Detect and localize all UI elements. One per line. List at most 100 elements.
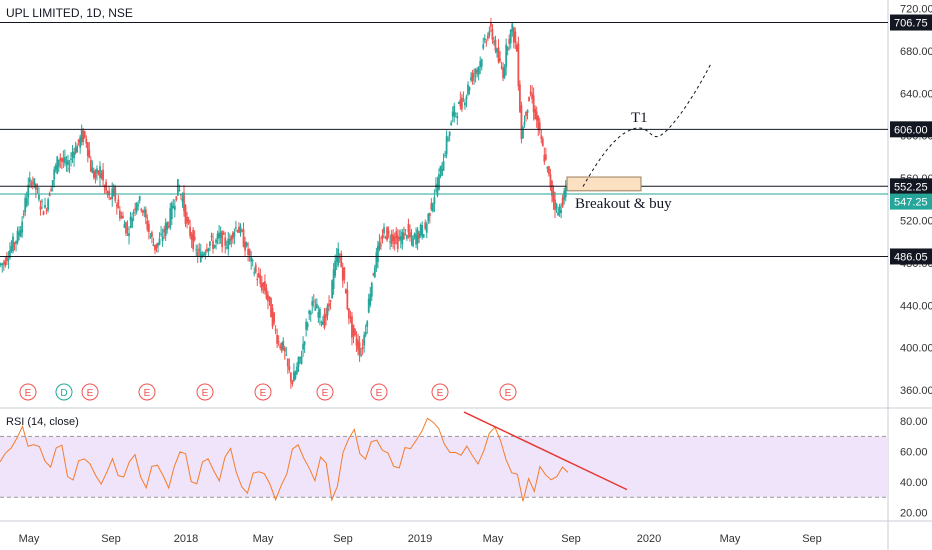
candle-body (21, 221, 24, 233)
candle-body (245, 242, 248, 246)
candle-body (386, 227, 388, 241)
candle-body (425, 223, 428, 233)
candle-body (392, 235, 395, 241)
rsi-tick-label: 20.00 (900, 507, 928, 519)
level-tag (890, 121, 932, 138)
candle-body (343, 267, 346, 280)
candle-body (187, 218, 190, 224)
level-tag (890, 14, 932, 31)
rsi-tick-label: 60.00 (900, 447, 928, 459)
candle-body (543, 154, 546, 162)
candle-body (493, 41, 495, 43)
candle-body (380, 244, 382, 246)
candle-body (448, 131, 451, 136)
event-circle (196, 383, 214, 401)
candle-body (514, 31, 517, 43)
candle-body (476, 70, 479, 73)
candle-body (389, 241, 392, 243)
rsi-tick-label: 40.00 (900, 477, 928, 489)
candle-body (259, 275, 262, 285)
candle-body (548, 166, 550, 174)
candle-body (236, 230, 239, 232)
candle-body (60, 158, 63, 162)
time-tick-label: May (720, 533, 741, 545)
candle-body (560, 210, 563, 213)
candle-body (88, 149, 91, 158)
candle-body (231, 232, 234, 239)
candle-body (505, 44, 508, 68)
candle-body (169, 208, 172, 228)
candle-body (48, 192, 51, 197)
event-letter: E (25, 388, 32, 399)
candle-body (285, 354, 288, 356)
time-tick-label: Sep (101, 533, 121, 545)
candle-body (309, 312, 312, 315)
candle-body (193, 236, 196, 240)
candle-body (286, 358, 289, 367)
candle-body (509, 29, 512, 44)
candle-body (322, 321, 324, 325)
candle-body (311, 301, 314, 306)
event-circle (370, 383, 388, 401)
candle-body (454, 113, 457, 115)
candle-body (212, 240, 214, 250)
candle-body (126, 228, 129, 230)
candle-body (67, 160, 69, 166)
candle-body (129, 216, 132, 221)
candle-body (500, 66, 503, 69)
candle-body (71, 152, 74, 157)
candle-body (422, 234, 425, 238)
candle-body (74, 147, 77, 154)
candle-body (331, 280, 333, 299)
rsi-title: RSI (14, close) (6, 416, 79, 428)
time-tick-label: Sep (333, 533, 353, 545)
candle-body (112, 187, 115, 196)
candle-body (175, 196, 178, 200)
candle-body (250, 256, 253, 262)
candle-body (59, 157, 62, 161)
annotation-breakout-buy: Breakout & buy (575, 196, 672, 212)
candle-body (270, 298, 272, 318)
event-circle (81, 383, 99, 401)
candle-body (264, 281, 266, 291)
annotation-t1: T1 (631, 110, 648, 126)
candle-body (459, 99, 462, 107)
time-tick-label: 2020 (637, 533, 661, 545)
candle-body (131, 218, 133, 228)
candle-body (2, 262, 5, 265)
candle-body (396, 235, 399, 249)
candle-body (166, 222, 169, 230)
candle-body (30, 182, 33, 186)
candle-body (503, 66, 506, 78)
candle-body (546, 166, 549, 169)
candle-body (257, 272, 260, 278)
candle-body (323, 313, 326, 328)
candle-body (303, 341, 306, 346)
candle-body (218, 232, 221, 239)
candle-body (224, 237, 227, 246)
candle-body (473, 75, 475, 77)
candle-body (406, 235, 408, 239)
candle-body (161, 236, 164, 242)
candle-body (283, 348, 286, 352)
candle-body (222, 232, 225, 235)
candle-body (70, 158, 72, 160)
candle-body (387, 230, 390, 234)
dividend-event-marker: D (55, 383, 73, 401)
candle-body (439, 165, 442, 172)
candle-body (468, 87, 471, 91)
candle-body (355, 338, 358, 346)
candle-body (102, 169, 104, 181)
candle-body (537, 115, 540, 130)
event-circle (316, 383, 334, 401)
candle-body (300, 356, 303, 364)
candle-body (172, 206, 175, 208)
candle-body (293, 371, 295, 382)
candle-body (444, 155, 446, 157)
candle-body (42, 211, 45, 215)
candle-body (0, 263, 2, 266)
candle-body (557, 212, 559, 216)
candle-body (45, 209, 48, 211)
candle-body (120, 216, 123, 218)
candle-body (79, 136, 82, 148)
